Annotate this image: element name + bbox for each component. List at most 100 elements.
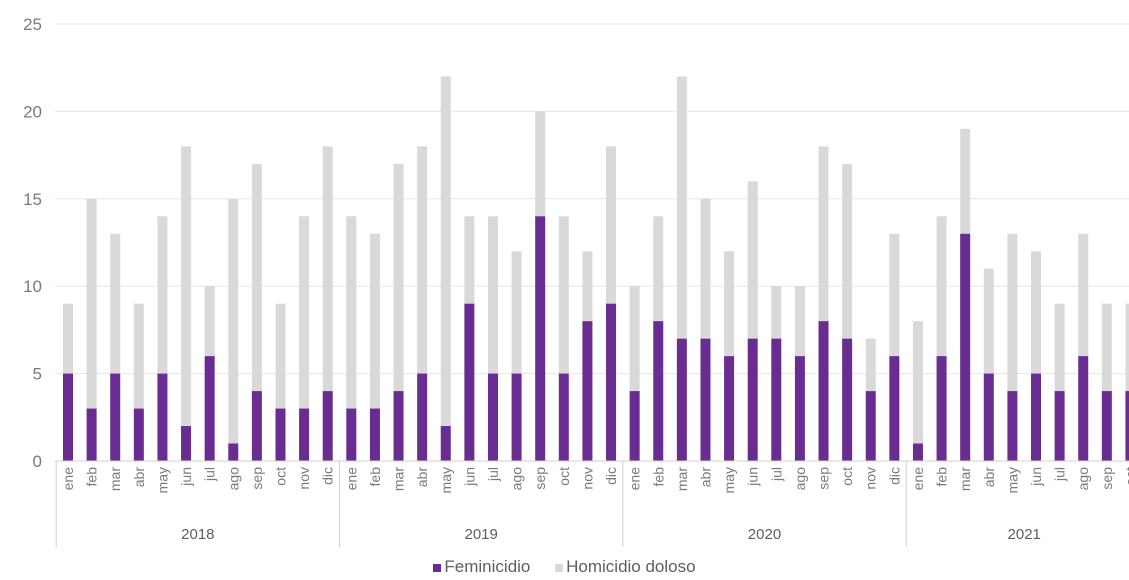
bar-homicidio-doloso	[417, 146, 428, 374]
bar-homicidio-doloso	[393, 163, 404, 392]
bar-homicidio-doloso	[133, 303, 144, 409]
bar-homicidio-doloso	[629, 286, 640, 392]
x-tick-label: feb	[367, 467, 383, 487]
bar-feminicidio	[133, 408, 144, 461]
bar-homicidio-doloso	[275, 303, 286, 409]
y-tick-label: 10	[23, 277, 42, 296]
bar-feminicidio	[346, 408, 357, 461]
x-tick-label: ene	[627, 467, 643, 491]
bar-feminicidio	[842, 338, 853, 461]
x-tick-label: jul	[485, 467, 501, 482]
x-tick-label: ago	[509, 467, 525, 491]
bar-feminicidio	[251, 391, 262, 461]
bar-homicidio-doloso	[299, 216, 310, 409]
bar-homicidio-doloso	[464, 216, 475, 304]
x-axis-month-labels: ene feb mar abr may jun jul ago sep oct nov dic ene f…	[60, 467, 1129, 494]
x-tick-label: ene	[910, 467, 926, 491]
x-tick-label: ago	[225, 467, 241, 491]
bar-feminicidio	[936, 356, 947, 461]
bar-homicidio-doloso	[322, 146, 333, 392]
bar-feminicidio	[700, 338, 711, 461]
bar-feminicidio	[1078, 356, 1089, 461]
x-tick-label: feb	[934, 467, 950, 487]
x-tick-label: oct	[1122, 467, 1129, 486]
legend-label-feminicidio: Feminicidio	[444, 557, 531, 576]
bar-feminicidio	[1125, 391, 1129, 461]
bar-feminicidio	[63, 373, 73, 461]
bar-homicidio-doloso	[535, 111, 546, 217]
bar-homicidio-doloso	[700, 198, 711, 339]
bar-homicidio-doloso	[346, 216, 357, 409]
bar-feminicidio	[535, 216, 546, 461]
bar-homicidio-doloso	[794, 286, 805, 357]
x-tick-label: oct	[839, 467, 855, 486]
bar-homicidio-doloso	[204, 286, 215, 357]
legend-item-feminicidio: Feminicidio	[433, 557, 530, 577]
bar-feminicidio	[653, 321, 664, 461]
bar-feminicidio	[417, 373, 428, 461]
legend-swatch-homicidio-doloso	[555, 564, 564, 572]
bar-feminicidio	[747, 338, 758, 461]
bar-feminicidio	[228, 443, 239, 461]
bar-feminicidio	[369, 408, 380, 461]
year-group-label: 2020	[748, 526, 781, 543]
x-tick-label: abr	[697, 467, 713, 488]
bar-feminicidio	[606, 303, 617, 461]
year-group-label: 2018	[181, 526, 214, 543]
x-tick-label: sep	[532, 467, 548, 490]
bar-feminicidio	[912, 443, 923, 461]
bar-feminicidio	[676, 338, 687, 461]
y-tick-label: 5	[33, 365, 42, 384]
year-group-label: 2021	[1008, 526, 1041, 543]
bar-feminicidio	[440, 426, 451, 461]
x-tick-label: nov	[296, 467, 312, 490]
x-tick-label: mar	[391, 467, 407, 491]
bar-feminicidio	[629, 391, 640, 461]
bar-homicidio-doloso	[865, 338, 876, 392]
x-tick-label: dic	[886, 467, 902, 485]
x-tick-label: sep	[249, 467, 265, 490]
x-tick-label: ago	[792, 467, 808, 491]
bar-feminicidio	[865, 391, 876, 461]
x-tick-label: jun	[745, 467, 761, 487]
bar-feminicidio	[487, 373, 498, 461]
bar-feminicidio	[1007, 391, 1018, 461]
bar-feminicidio	[86, 408, 97, 461]
bar-homicidio-doloso	[983, 268, 994, 374]
bar-homicidio-doloso	[487, 216, 498, 374]
bar-homicidio-doloso	[747, 181, 758, 339]
bars	[63, 76, 1129, 461]
bar-homicidio-doloso	[606, 146, 617, 304]
y-tick-label: 25	[23, 15, 42, 34]
bar-feminicidio	[464, 303, 475, 461]
bar-feminicidio	[181, 426, 192, 461]
bar-feminicidio	[724, 356, 735, 461]
bar-homicidio-doloso	[1031, 251, 1042, 374]
bar-homicidio-doloso	[1054, 303, 1065, 392]
bar-feminicidio	[558, 373, 569, 461]
y-axis-ticks: 0 5 10 15 20 25	[23, 15, 42, 471]
x-tick-label: mar	[674, 467, 690, 491]
bar-homicidio-doloso	[511, 251, 522, 374]
bar-homicidio-doloso	[1125, 303, 1129, 392]
bar-feminicidio	[157, 373, 168, 461]
bar-homicidio-doloso	[771, 286, 782, 339]
bar-homicidio-doloso	[1101, 303, 1112, 392]
bar-homicidio-doloso	[936, 216, 947, 357]
legend: Feminicidio Homicidio doloso	[0, 557, 1129, 577]
bar-homicidio-doloso	[1078, 233, 1089, 357]
x-tick-label: may	[438, 467, 454, 493]
bar-feminicidio	[1101, 391, 1112, 461]
x-tick-label: abr	[131, 467, 147, 488]
x-tick-label: jul	[1052, 467, 1068, 482]
x-tick-label: dic	[603, 467, 619, 485]
bar-feminicidio	[983, 373, 994, 461]
x-tick-label: sep	[816, 467, 832, 490]
x-tick-label: ago	[1075, 467, 1091, 491]
bar-feminicidio	[582, 321, 593, 461]
bar-feminicidio	[889, 356, 900, 461]
x-tick-label: feb	[650, 467, 666, 487]
x-tick-label: feb	[84, 467, 100, 487]
x-tick-label: may	[721, 467, 737, 493]
x-tick-label: mar	[957, 467, 973, 491]
